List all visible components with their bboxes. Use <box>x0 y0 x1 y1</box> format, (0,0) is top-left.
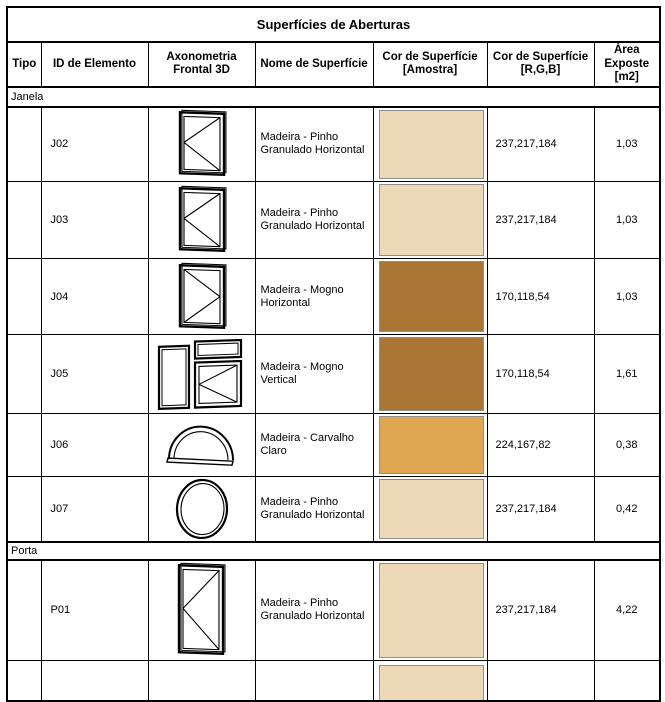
table-row-j07: J07 Madeira - Pinho Granulado Horizontal… <box>6 476 661 543</box>
cell-color-rgb: 170,118,54 <box>486 334 595 415</box>
color-swatch <box>378 479 484 539</box>
color-swatch <box>378 109 484 180</box>
cell-tipo <box>6 258 42 336</box>
cell-tipo <box>6 476 42 543</box>
cell-color-sample <box>372 106 488 183</box>
color-swatch <box>378 337 484 412</box>
title-row: Superfícies de Aberturas <box>6 6 661 43</box>
column-header-color-rgb: Cor de Superfície [R,G,B] <box>486 41 595 88</box>
group-label-janela: Janela <box>6 85 661 108</box>
cell-exposed-area: 1,03 <box>593 106 661 183</box>
cell-axonometry <box>147 559 256 662</box>
table-row-j02: J02 Madeira - Pinho Granulado Horizontal… <box>6 106 661 183</box>
cell-color-rgb: 237,217,184 <box>486 181 595 260</box>
cell-surface-name: Madeira - Pinho Granulado Horizontal <box>254 476 374 543</box>
cell-color-sample <box>372 258 488 336</box>
cell-surface-name: Madeira - Carvalho Claro <box>254 413 374 478</box>
column-header-color-sample: Cor de Superfície [Amostra] <box>372 41 488 88</box>
cell-surface-name: Madeira - Pinho Granulado Horizontal <box>254 181 374 260</box>
cell-element-id: J06 <box>40 413 149 478</box>
cell-surface-name: Madeira - Pinho Granulado Horizontal <box>254 106 374 183</box>
cell-color-sample <box>372 334 488 415</box>
cell-surface-name: Madeira - Mogno Vertical <box>254 334 374 415</box>
axonometry-arch-window-icon <box>165 425 234 467</box>
cell-color-sample <box>372 181 488 260</box>
cell-color-sample <box>372 476 488 543</box>
axonometry-casement-left-icon <box>178 185 226 253</box>
cell-axonometry <box>147 334 256 415</box>
cell-axonometry <box>147 181 256 260</box>
color-swatch <box>378 562 484 659</box>
column-header-axonometry: Axonometria Frontal 3D <box>147 41 256 88</box>
cell-color-rgb: 237,217,184 <box>486 559 595 662</box>
cell-axonometry <box>147 106 256 183</box>
cell-exposed-area: 0,42 <box>593 476 661 543</box>
axonometry-oval-window-icon <box>175 478 228 540</box>
cell-axonometry <box>147 476 256 543</box>
cell-element-id: J03 <box>40 181 149 260</box>
color-swatch <box>378 261 484 333</box>
table-row-p01: P01 Madeira - Pinho Granulado Horizontal… <box>6 559 661 662</box>
axonometry-double-window-icon <box>157 339 242 411</box>
cell-color-sample <box>372 413 488 478</box>
table-row-j03: J03 Madeira - Pinho Granulado Horizontal… <box>6 181 661 260</box>
cell-surface-name: Madeira - Mogno Horizontal <box>254 258 374 336</box>
cell-element-id: J07 <box>40 476 149 543</box>
cell-element-id: J05 <box>40 334 149 415</box>
cell-tipo <box>6 181 42 260</box>
cell-exposed-area: 1,03 <box>593 258 661 336</box>
table-row-j06: J06 Madeira - Carvalho Claro 224,167,82 … <box>6 413 661 478</box>
header-row: Tipo ID de Elemento Axonometria Frontal … <box>6 41 661 88</box>
cell-exposed-area: 4,22 <box>593 559 661 662</box>
cell-color-rgb: 224,167,82 <box>486 413 595 478</box>
cell-color-rgb: 237,217,184 <box>486 106 595 183</box>
cell-axonometry <box>147 258 256 336</box>
cell-tipo <box>6 559 42 662</box>
cell-axonometry <box>147 413 256 478</box>
cell-color-rgb: 237,217,184 <box>486 476 595 543</box>
color-swatch <box>378 665 484 700</box>
axonometry-casement-left-icon <box>178 110 226 177</box>
cell-exposed-area: 1,61 <box>593 334 661 415</box>
group-label-porta: Porta <box>6 540 661 561</box>
cell-tipo <box>6 106 42 183</box>
openings-surfaces-schedule-table: Superfícies de Aberturas Tipo ID de Elem… <box>6 6 661 702</box>
cell-tipo <box>6 334 42 415</box>
column-header-tipo: Tipo <box>6 41 42 88</box>
cell-element-id: J02 <box>40 106 149 183</box>
cell-element-id: J04 <box>40 258 149 336</box>
table-row-j04: J04 Madeira - Mogno Horizontal 170,118,5… <box>6 258 661 336</box>
color-swatch <box>378 416 484 475</box>
cell-exposed-area: 0,38 <box>593 413 661 478</box>
cell-tipo <box>6 413 42 478</box>
cell-exposed-area: 1,03 <box>593 181 661 260</box>
cell-element-id: P01 <box>40 559 149 662</box>
table-row-j05: J05 Madeira - Mogno Vertical 170,118,54 … <box>6 334 661 415</box>
cell-surface-name: Madeira - Pinho Granulado Horizontal <box>254 559 374 662</box>
column-header-element-id: ID de Elemento <box>40 41 149 88</box>
column-header-surface-name: Nome de Superfície <box>254 41 374 88</box>
table-title: Superfícies de Aberturas <box>6 6 661 43</box>
column-header-exposed-area: Área Exposte [m2] <box>593 41 661 88</box>
color-swatch <box>378 184 484 257</box>
axonometry-door-icon <box>177 563 225 656</box>
group-row-porta: Porta <box>6 540 661 561</box>
axonometry-casement-right-icon <box>178 262 226 329</box>
cell-color-rgb: 170,118,54 <box>486 258 595 336</box>
group-row-janela: Janela <box>6 85 661 108</box>
cell-color-sample <box>372 559 488 662</box>
